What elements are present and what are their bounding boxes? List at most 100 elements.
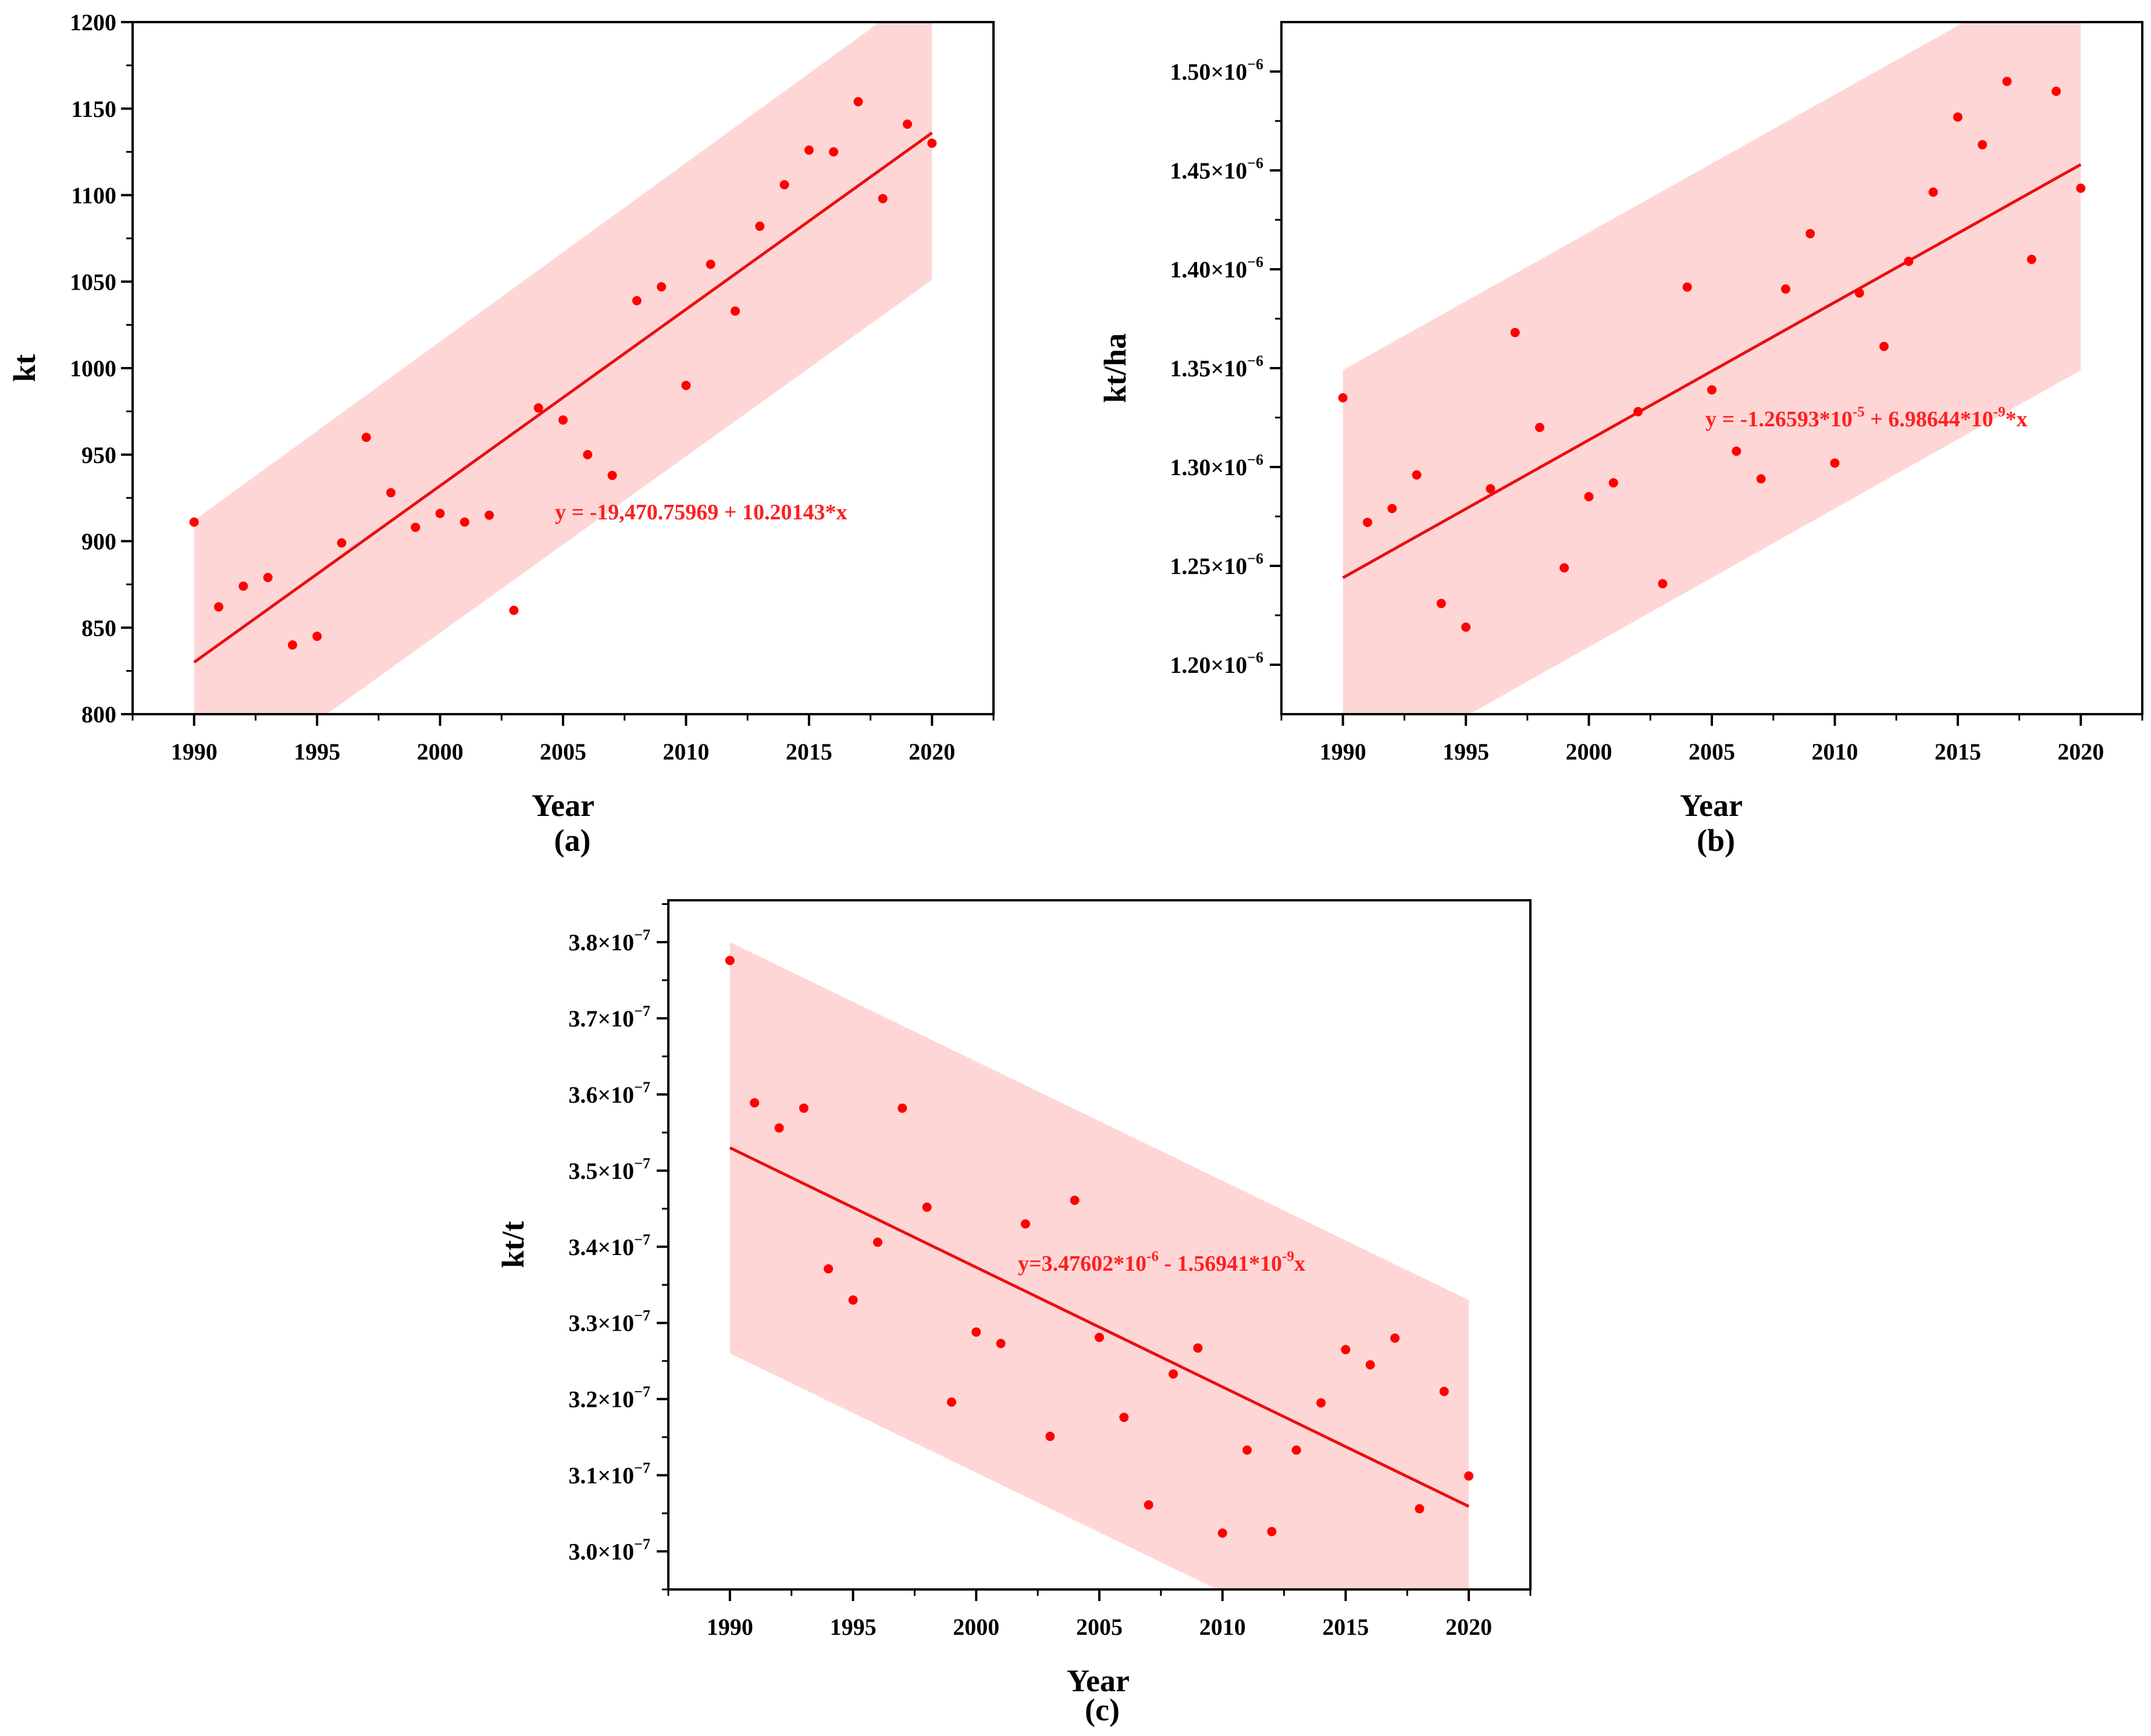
- data-point: [996, 1339, 1006, 1349]
- data-point: [1584, 492, 1594, 501]
- data-point: [558, 415, 568, 425]
- data-point: [1830, 458, 1840, 468]
- y-tick-label: 1100: [71, 183, 116, 209]
- y-tick-label: 3.7×10−7: [568, 1003, 650, 1032]
- data-point: [1732, 446, 1742, 456]
- data-point: [1193, 1343, 1203, 1353]
- data-point: [1756, 474, 1766, 484]
- panel-label: (a): [554, 823, 591, 858]
- y-tick-label: 1.20×10−6: [1170, 649, 1263, 678]
- x-tick-label: 2020: [1445, 1614, 1492, 1640]
- data-points: [189, 97, 937, 650]
- y-tick-label: 850: [81, 615, 116, 641]
- eq-part: - 1.56941*10: [1159, 1252, 1282, 1276]
- y-tick-label: 3.0×10−7: [568, 1536, 650, 1565]
- data-point: [774, 1123, 784, 1133]
- data-point: [1879, 341, 1889, 351]
- x-axis-title: Year: [1067, 1663, 1130, 1698]
- confidence-band-polygon: [194, 22, 932, 714]
- confidence-band-a: [194, 22, 932, 714]
- y-tick-label: 3.4×10−7: [568, 1231, 650, 1260]
- regression-equation: y=3.47602*10-6 - 1.56941*10-9x: [1018, 1249, 1305, 1276]
- data-point: [725, 956, 735, 965]
- y-tick-label: 800: [81, 701, 116, 728]
- data-point: [799, 1103, 809, 1113]
- data-point: [903, 119, 912, 129]
- data-point: [337, 538, 347, 548]
- data-point: [361, 433, 371, 442]
- x-tick-label: 2020: [909, 739, 955, 765]
- data-point: [1387, 504, 1397, 514]
- eq-part: x: [1294, 1252, 1305, 1276]
- data-point: [1119, 1413, 1129, 1423]
- data-point: [755, 222, 765, 231]
- data-point: [435, 508, 445, 518]
- data-point: [2052, 87, 2061, 96]
- data-point: [1559, 563, 1569, 573]
- data-point: [1682, 282, 1692, 292]
- data-point: [287, 640, 297, 650]
- x-tick-label: 1990: [1320, 739, 1366, 765]
- y-tick-label: 1.40×10−6: [1170, 254, 1263, 283]
- x-tick-label: 1990: [707, 1614, 753, 1640]
- data-point: [1338, 393, 1348, 402]
- eq-part: y=3.47602*10: [1018, 1252, 1146, 1276]
- x-tick-label: 2000: [953, 1614, 999, 1640]
- chart-panel-b: 1.20×10−6 1.25×10−6 1.30×10−6 1.35×10−6 1.40…: [1098, 21, 2143, 858]
- y-tick-label: 950: [81, 442, 116, 468]
- data-point: [607, 470, 617, 480]
- data-point: [1904, 256, 1914, 266]
- y-axis-title: kt/t: [496, 1221, 530, 1268]
- panel-label: (c): [1085, 1692, 1120, 1727]
- eq-part: *x: [2006, 407, 2028, 432]
- data-point: [1390, 1333, 1400, 1343]
- confidence-band-polygon: [729, 942, 1469, 1589]
- y-tick-label: 3.8×10−7: [568, 926, 650, 956]
- data-point: [1658, 579, 1668, 589]
- data-point: [386, 488, 396, 498]
- x-axis-title: Year: [532, 788, 594, 823]
- data-point: [2027, 255, 2036, 264]
- y-axis-title: kt/ha: [1098, 333, 1133, 403]
- data-point: [946, 1397, 956, 1407]
- y-tick-label: 1050: [70, 269, 116, 295]
- data-point: [853, 97, 863, 106]
- x-tick-label: 2015: [1935, 739, 1981, 765]
- x-tick-label: 2010: [1811, 739, 1858, 765]
- data-point: [878, 194, 888, 204]
- eq-part: + 6.98644*10: [1865, 407, 1993, 432]
- data-point: [485, 510, 494, 520]
- data-point: [263, 572, 273, 582]
- y-tick-label: 1.45×10−6: [1170, 155, 1263, 184]
- data-point: [922, 1202, 932, 1212]
- data-point: [1780, 284, 1790, 294]
- confidence-band-c: [729, 942, 1469, 1589]
- data-point: [1415, 1504, 1424, 1514]
- y-tick-label: 1.25×10−6: [1170, 550, 1263, 579]
- eq-exponent: -9: [1993, 404, 2006, 420]
- regression-line: [729, 1146, 1470, 1508]
- data-point: [898, 1103, 907, 1113]
- data-point: [1928, 187, 1938, 197]
- regression-line: [193, 131, 933, 664]
- data-point: [312, 632, 322, 641]
- y-tick-label: 1.35×10−6: [1170, 352, 1263, 382]
- data-point: [829, 147, 839, 157]
- data-point: [971, 1327, 981, 1337]
- data-point: [1365, 1360, 1375, 1370]
- data-point: [1633, 407, 1643, 416]
- regression-equation: y = -1.26593*10-5 + 6.98644*10-9*x: [1705, 404, 2028, 432]
- data-point: [1363, 518, 1372, 527]
- data-point: [533, 403, 543, 413]
- eq-part: y = -1.26593*10: [1705, 407, 1853, 432]
- data-point: [1070, 1195, 1080, 1205]
- x-tick-label: 2000: [417, 739, 464, 765]
- data-point: [2002, 77, 2012, 86]
- data-point: [1707, 385, 1716, 395]
- regression-equation: y = -19,470.75969 + 10.20143*x: [555, 500, 847, 525]
- data-point: [1242, 1445, 1252, 1455]
- data-point: [238, 581, 248, 591]
- y-tick-label: 3.3×10−7: [568, 1307, 650, 1336]
